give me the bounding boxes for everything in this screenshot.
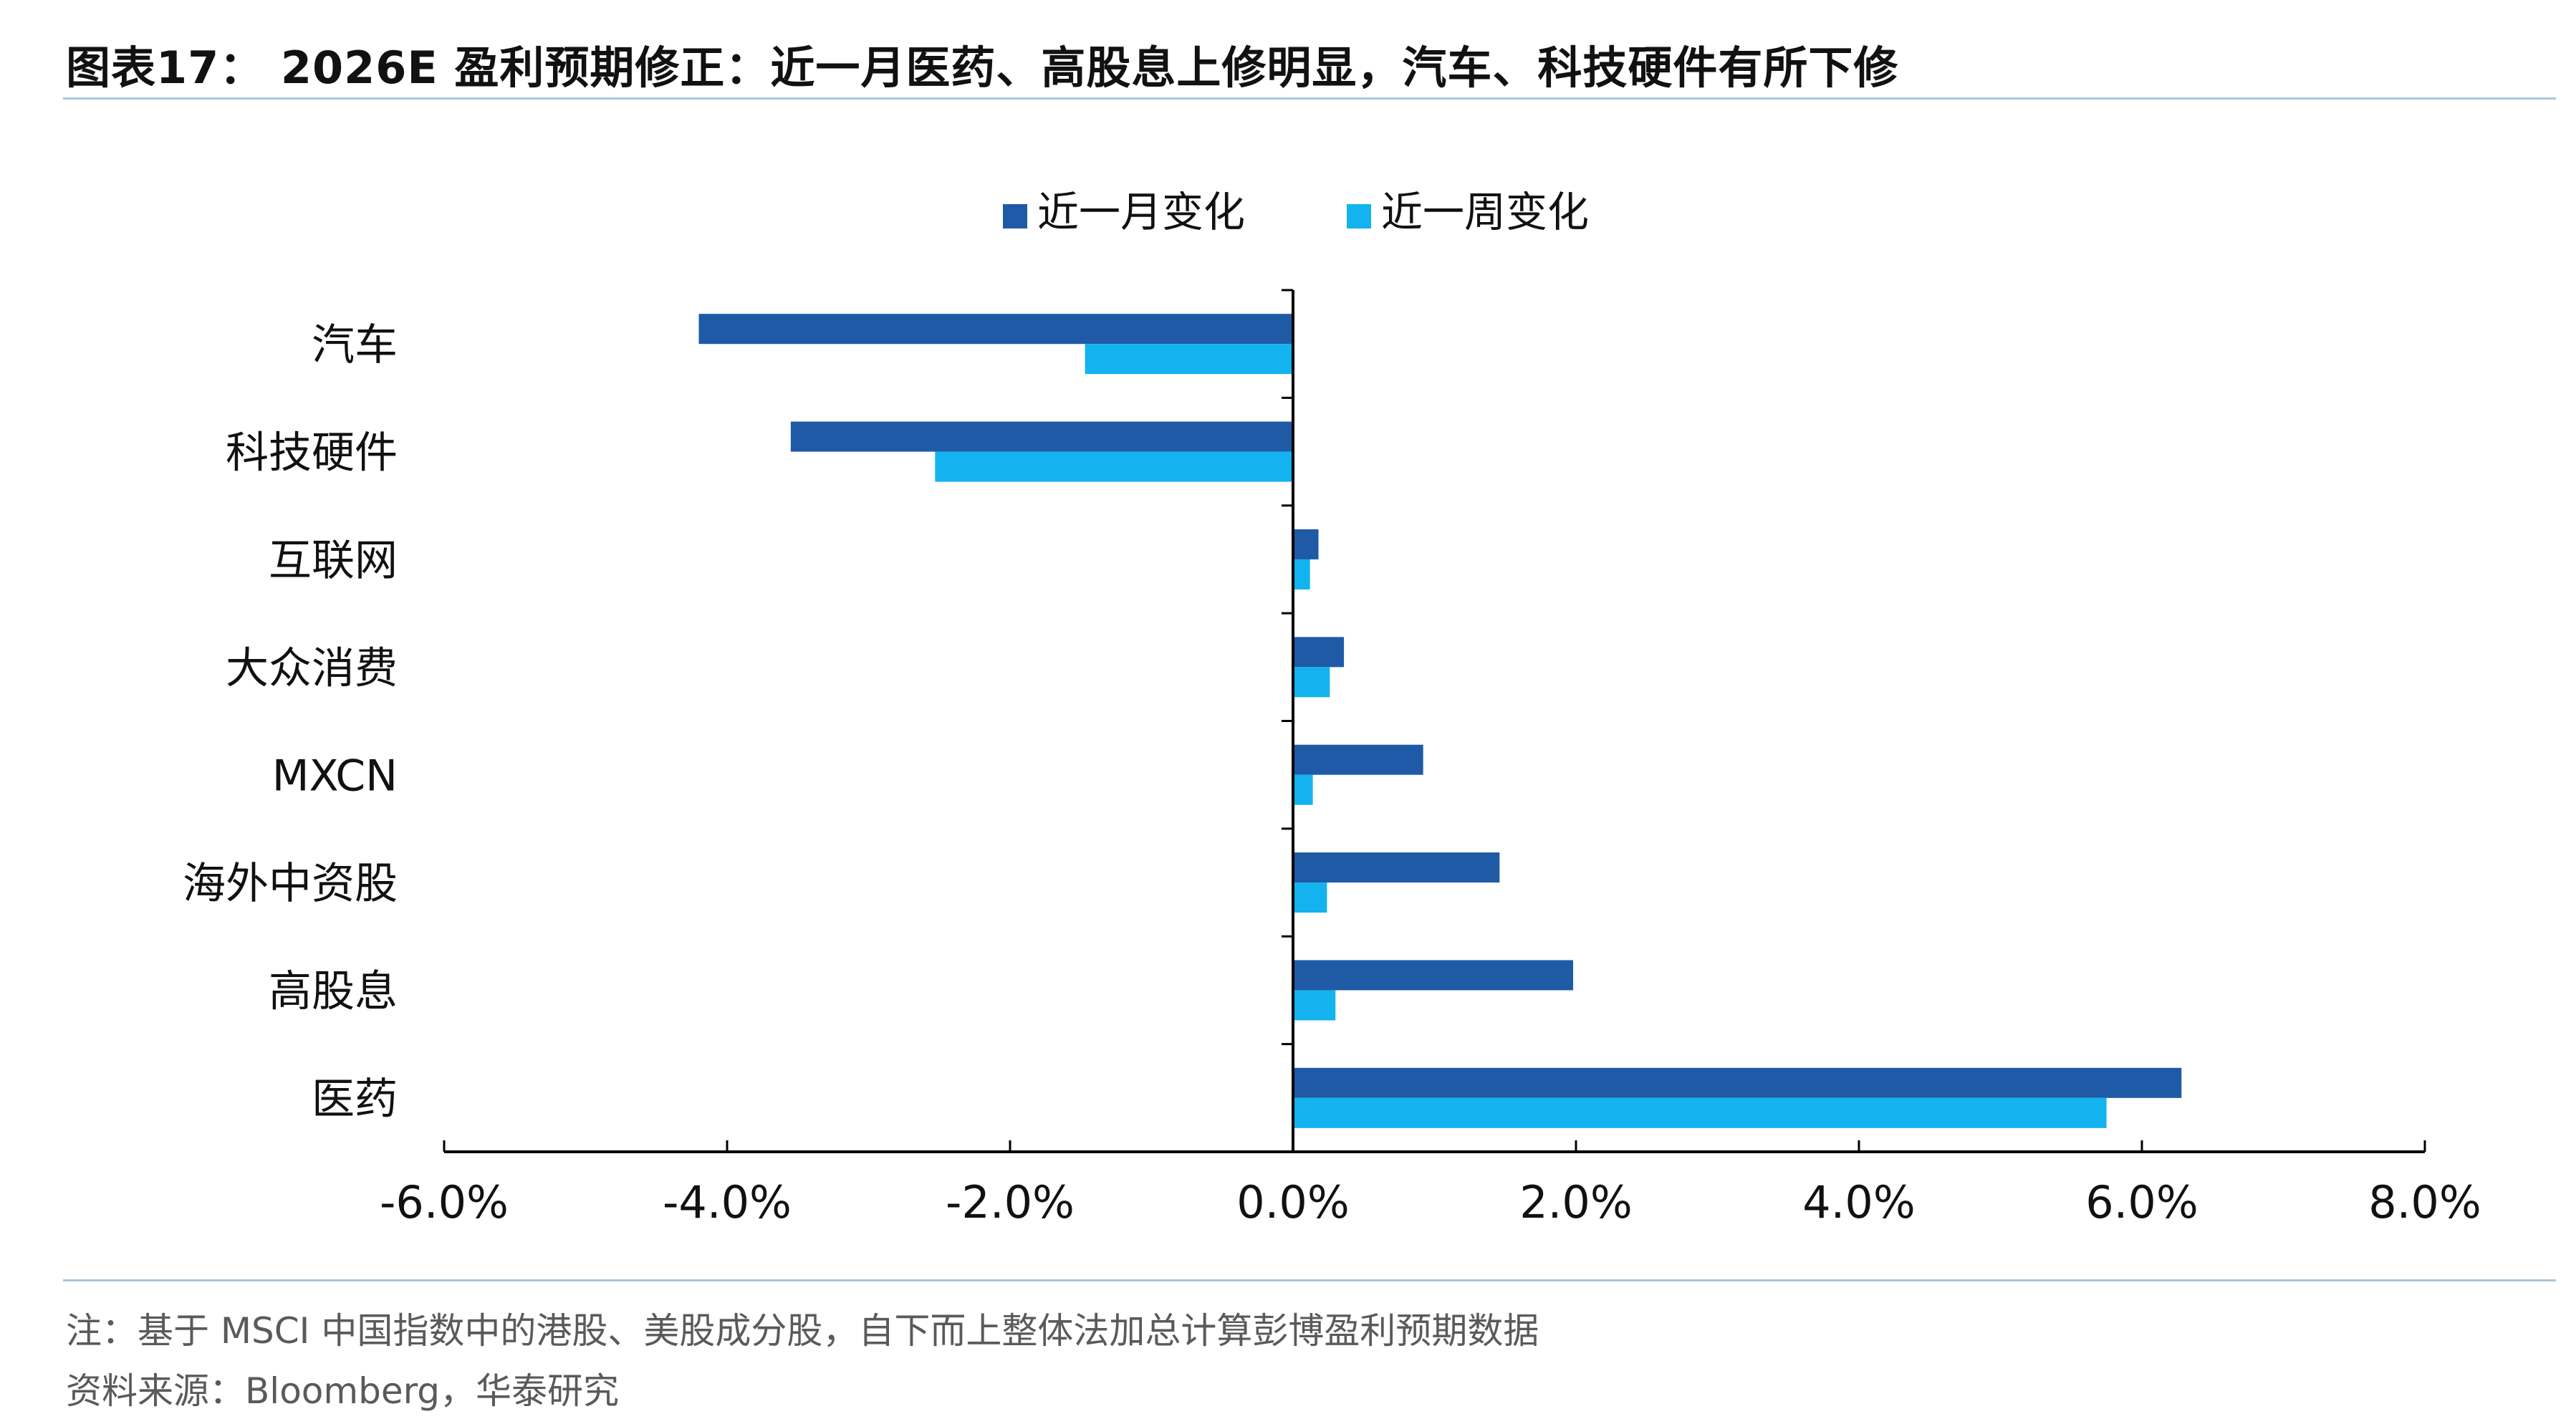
bar-1-1: [935, 451, 1293, 482]
bar-0-2: [1293, 529, 1319, 559]
category-label: 海外中资股: [183, 859, 398, 909]
category-label: 大众消费: [226, 643, 398, 693]
legend-swatch-0: [1003, 204, 1027, 228]
footer-rule: [63, 1279, 2556, 1281]
bar-0-4: [1293, 744, 1423, 775]
x-tick-label: 0.0%: [1236, 1176, 1350, 1228]
title-rule: [63, 97, 2556, 100]
x-tick-label: 2.0%: [1519, 1176, 1633, 1228]
bar-1-0: [1085, 344, 1293, 375]
category-label: 高股息: [269, 966, 398, 1016]
bar-0-6: [1293, 960, 1574, 991]
footnote: 注：基于 MSCI 中国指数中的港股、美股成分股，自下而上整体法加总计算彭博盈利…: [66, 1310, 1539, 1352]
x-tick-label: -2.0%: [946, 1176, 1075, 1228]
bar-0-5: [1293, 852, 1500, 883]
chart-legend: 近一月变化 近一周变化: [1003, 188, 1589, 236]
chart-bars: [698, 314, 2182, 1128]
bar-1-5: [1293, 882, 1327, 913]
bar-1-3: [1293, 667, 1330, 698]
legend-label-0: 近一月变化: [1037, 188, 1245, 236]
legend-label-1: 近一周变化: [1381, 188, 1589, 236]
x-tick-label: 6.0%: [2085, 1176, 2198, 1228]
source-note: 资料来源：Bloomberg，华泰研究: [66, 1370, 619, 1412]
bar-0-7: [1293, 1067, 2182, 1098]
bar-1-2: [1293, 559, 1310, 590]
chart-axes: [443, 289, 2426, 1153]
category-label: 医药: [312, 1074, 398, 1125]
category-label: 互联网: [269, 536, 398, 586]
chart-title: 图表17： 2026E 盈利预期修正：近一月医药、高股息上修明显，汽车、科技硬件…: [66, 42, 1899, 94]
x-tick-label: -4.0%: [663, 1176, 792, 1228]
bar-0-3: [1293, 637, 1345, 668]
bar-0-0: [698, 314, 1293, 345]
bar-1-4: [1293, 774, 1313, 805]
x-tick-label: 8.0%: [2368, 1176, 2481, 1228]
category-label: 汽车: [312, 320, 398, 370]
legend-swatch-1: [1347, 204, 1371, 228]
x-tick-label: -6.0%: [380, 1176, 509, 1228]
bar-1-7: [1293, 1097, 2107, 1128]
bar-0-1: [790, 421, 1293, 452]
x-tick-label: 4.0%: [1802, 1176, 1916, 1228]
category-label: MXCN: [272, 751, 398, 802]
category-label: 科技硬件: [226, 428, 398, 478]
bar-1-6: [1293, 990, 1336, 1021]
